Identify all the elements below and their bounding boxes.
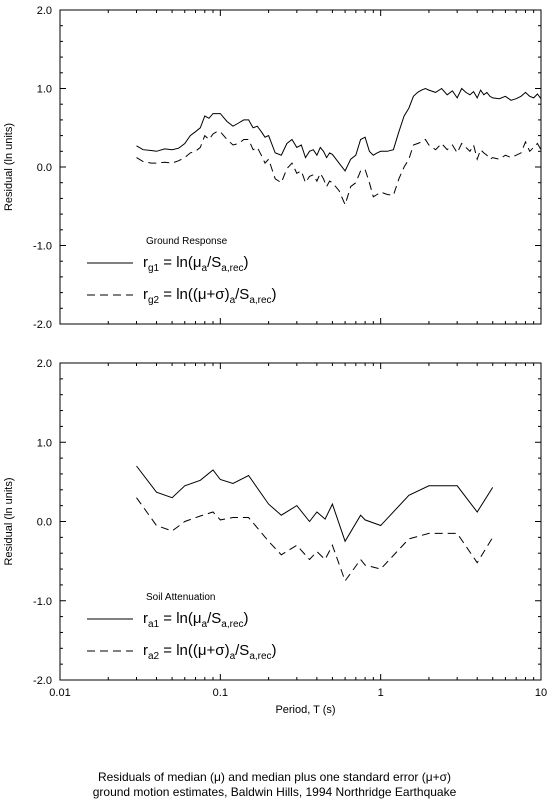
series-line-solid [136,87,542,172]
legend-text-part: = ln( [159,610,193,627]
legend-text-part: /S [207,254,221,271]
series-line-dashed [136,497,494,582]
legend-text-part: a [202,263,208,274]
legend-text-part: μ [193,254,202,271]
x-tick-label: 10 [535,687,547,699]
legend-text-part: r [143,642,148,659]
x-tick-labels: 0.01 0.1 1 10 [49,687,547,699]
legend-text-part: ) [272,642,277,659]
legend-text-part: ) [225,286,230,303]
legend-text-part: = ln( [159,254,193,271]
chart-panel-2: 2.0 1.0 0.0 -1.0 -2.00.01 0.1 1 10 Residual (ln … [3,358,547,716]
legend-text-part: μ+σ [198,286,225,303]
legend-text-part: /S [207,610,221,627]
legend-text-part: = ln(( [159,286,198,303]
y-tick-labels: 2.0 1.0 0.0 -1.0 -2.0 [33,358,52,687]
x-ticks [59,363,535,680]
series-group [136,465,494,582]
y-tick-label: 0.0 [37,162,52,174]
legend-text-part: a,rec [249,651,271,662]
plot-frame [59,9,542,325]
legend-text-part: ) [244,610,249,627]
caption-line-1: Residuals of median (μ) and median plus … [97,770,452,784]
legend-text-part: a1 [148,619,160,630]
legend-text-part: /S [235,642,249,659]
y-tick-label: -1.0 [33,241,52,253]
y-tick-label: -1.0 [33,596,52,608]
legend-text-part: a [230,295,236,306]
figure-caption: Residuals of median (μ) and median plus … [0,770,549,800]
legend-title: Soil Attenuation [146,592,216,603]
x-tick-label: 0.01 [49,687,70,699]
x-tick-label: 0.1 [213,687,228,699]
legend-text-part: μ+σ [198,642,225,659]
y-ticks [60,9,541,325]
x-tick-label: 1 [378,687,384,699]
y-tick-label: 0.0 [37,517,52,529]
legend-entry-label: rg2 = ln((μ+σ)a/Sa,rec) [143,286,277,306]
legend-text-part: r [143,610,148,627]
series-group [136,87,542,207]
y-axis-title: Residual (ln units) [3,477,15,565]
legend-text-part: a [202,619,208,630]
legend-text-part: a [230,651,236,662]
legend-text-part: g2 [148,295,160,306]
legend-text-part: ) [225,642,230,659]
legend-title: Ground Response [146,236,228,247]
legend-text-part: ) [272,286,277,303]
legend-text-part: a,rec [221,619,243,630]
y-axis-title: Residual (ln units) [3,123,15,211]
y-ticks [60,362,541,681]
legend-text-part: = ln(( [159,642,198,659]
legend-text-part: r [143,286,148,303]
legend-entry-label: rg1 = ln(μa/Sa,rec) [143,254,249,274]
legend-text-part: a,rec [221,263,243,274]
legend-text-part: g1 [148,263,160,274]
y-tick-labels: 2.0 1.0 0.0 -1.0 -2.0 [33,5,52,331]
legend-text-part: a,rec [249,295,271,306]
x-ticks [59,10,535,324]
y-tick-label: -2.0 [33,675,52,687]
y-tick-label: 1.0 [37,437,52,449]
series-line-solid [136,465,494,543]
legend-text-part: /S [235,286,249,303]
chart-panel-1: 2.0 1.0 0.0 -1.0 -2.0 Residual (ln units) Grou… [3,5,542,331]
legend-text-part: μ [193,610,202,627]
legend-text-part: ) [244,254,249,271]
series-line-dashed [136,131,542,207]
plot-frame [59,362,542,681]
y-tick-label: 2.0 [37,5,52,17]
y-tick-label: 2.0 [37,358,52,370]
y-tick-label: -2.0 [33,319,52,331]
legend-text-part: r [143,254,148,271]
caption-line-2: ground motion estimates, Baldwin Hills, … [92,785,457,799]
y-tick-label: 1.0 [37,84,52,96]
legend-text-part: a2 [148,651,160,662]
legend-entry-label: ra1 = ln(μa/Sa,rec) [143,610,249,630]
legend-entry-label: ra2 = ln((μ+σ)a/Sa,rec) [143,642,277,662]
x-axis-title: Period, T (s) [275,704,335,716]
